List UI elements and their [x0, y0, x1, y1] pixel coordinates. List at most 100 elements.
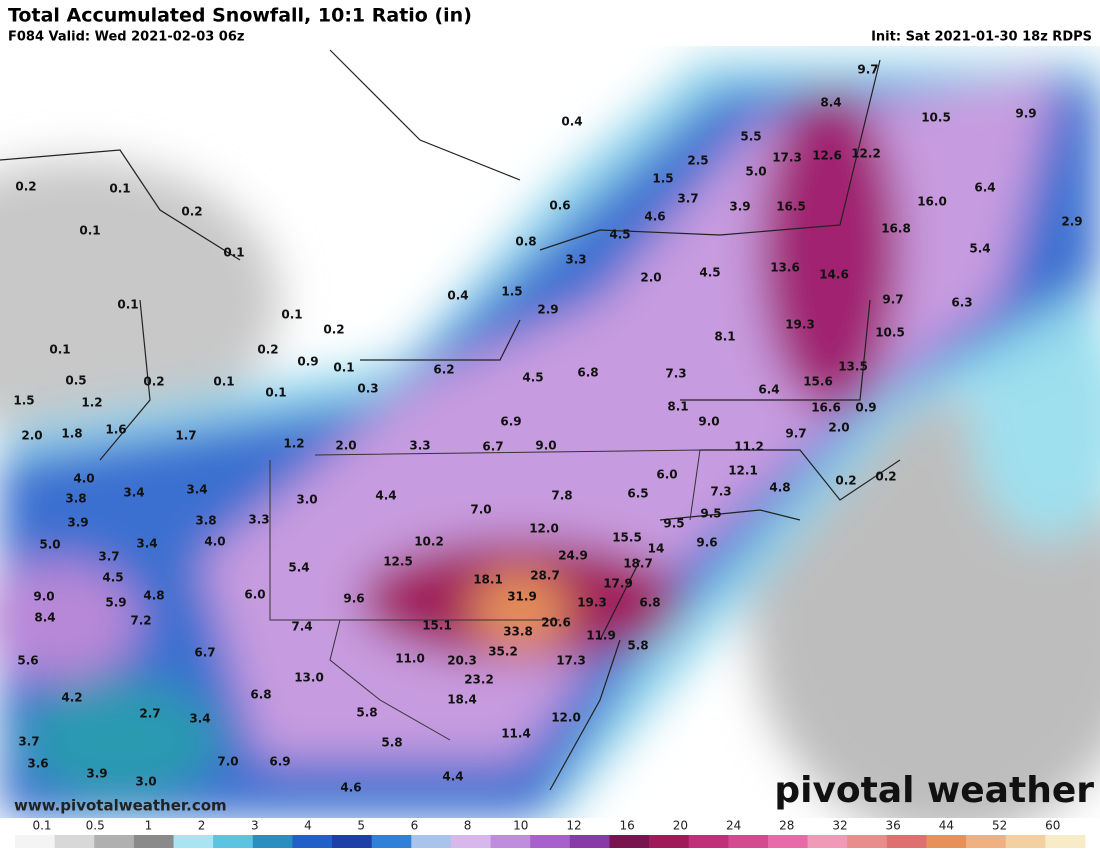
- snowfall-label: 0.9: [297, 355, 318, 369]
- snowfall-label: 11.4: [501, 727, 531, 741]
- legend-swatch: [450, 835, 492, 848]
- snowfall-label: 35.2: [488, 645, 518, 659]
- snowfall-label: 10.2: [414, 535, 444, 549]
- legend-swatch: [490, 835, 531, 848]
- snowfall-label: 12.0: [551, 711, 581, 725]
- snowfall-label: 9.7: [882, 293, 903, 307]
- legend-label: 5: [357, 819, 365, 833]
- legend-swatch: [688, 835, 729, 848]
- snowfall-label: 18.4: [447, 693, 477, 707]
- legend-swatch: [886, 835, 927, 848]
- snowfall-label: 6.7: [194, 646, 215, 660]
- legend-swatch: [133, 835, 175, 848]
- snowfall-label: 6.9: [269, 755, 290, 769]
- snowfall-label: 3.4: [186, 483, 207, 497]
- snowfall-label: 12.1: [728, 464, 758, 478]
- snowfall-label: 9.7: [785, 427, 806, 441]
- legend-label: 32: [832, 819, 847, 833]
- snowfall-label: 9.5: [700, 507, 721, 521]
- valid-time: F084 Valid: Wed 2021-02-03 06z: [8, 30, 244, 45]
- snowfall-label: 6.8: [577, 366, 598, 380]
- legend-label: 12: [566, 819, 581, 833]
- snowfall-label: 0.1: [213, 375, 234, 389]
- legend-swatch: [213, 835, 254, 848]
- snowfall-label: 10.5: [875, 326, 905, 340]
- legend-swatch: [15, 835, 56, 848]
- init-time: Init: Sat 2021-01-30 18z RDPS: [871, 30, 1092, 45]
- snowfall-label: 4.8: [769, 481, 790, 495]
- snowfall-label: 13.6: [770, 261, 800, 275]
- snowfall-label: 3.4: [123, 486, 144, 500]
- snowfall-label: 3.8: [65, 492, 86, 506]
- watermark-url: www.pivotalweather.com: [14, 797, 227, 815]
- snowfall-label: 1.6: [105, 423, 126, 437]
- snowfall-label: 5.8: [356, 706, 377, 720]
- snowfall-label: 7.0: [470, 503, 491, 517]
- snowfall-label: 3.0: [135, 775, 156, 789]
- snowfall-label: 2.9: [537, 303, 558, 317]
- color-legend: 0.1 0.5 1 2 3 4 5 6 8 10 12 16 20 24 28 32 36 44 52 60: [15, 819, 1086, 848]
- legend-label: 20: [673, 819, 688, 833]
- snowfall-label: 0.6: [549, 199, 570, 213]
- snowfall-label: 9.6: [343, 592, 364, 606]
- map: [0, 46, 1100, 818]
- snowfall-label: 4.2: [61, 691, 82, 705]
- legend-swatch: [609, 835, 650, 848]
- snowfall-label: 0.2: [835, 474, 856, 488]
- snowfall-label: 31.9: [507, 590, 537, 604]
- snowfall-label: 0.1: [281, 308, 302, 322]
- legend-label: 2: [198, 819, 206, 833]
- snowfall-label: 15.6: [803, 375, 833, 389]
- legend-swatch: [292, 835, 333, 848]
- legend-label: 0.1: [32, 819, 51, 833]
- snowfall-label: 15.1: [422, 619, 452, 633]
- legend-label: 60: [1045, 819, 1060, 833]
- snowfall-label: 5.8: [627, 639, 648, 653]
- snowfall-label: 5.0: [745, 165, 766, 179]
- snowfall-label: 7.0: [217, 755, 238, 769]
- snowfall-label: 0.5: [65, 374, 86, 388]
- snowfall-label: 12.6: [812, 149, 842, 163]
- snowfall-label: 4.5: [522, 371, 543, 385]
- legend-swatch: [926, 835, 967, 848]
- snowfall-label: 23.2: [464, 673, 494, 687]
- snowfall-label: 15.5: [612, 531, 642, 545]
- snowfall-label: 16.8: [881, 222, 911, 236]
- snowfall-label: 0.4: [561, 115, 582, 129]
- title: Total Accumulated Snowfall, 10:1 Ratio (…: [8, 5, 472, 27]
- snowfall-label: 0.2: [875, 470, 896, 484]
- legend-swatch: [411, 835, 452, 848]
- snowfall-label: 0.2: [323, 323, 344, 337]
- snowfall-label: 4.6: [644, 210, 665, 224]
- snowfall-label: 3.7: [18, 735, 39, 749]
- snowfall-label: 5.9: [105, 596, 126, 610]
- snowfall-label: 1.7: [175, 429, 196, 443]
- snowfall-label: 13.0: [294, 671, 324, 685]
- snowfall-label: 6.0: [244, 588, 265, 602]
- snowfall-label: 3.9: [67, 516, 88, 530]
- snowfall-label: 11.9: [586, 629, 616, 643]
- snowfall-label: 3.3: [409, 439, 430, 453]
- legend-swatch: [966, 835, 1007, 848]
- snowfall-label: 9.9: [1015, 107, 1036, 121]
- snowfall-label: 5.8: [381, 736, 402, 750]
- snowfall-label: 2.5: [687, 154, 708, 168]
- snowfall-label: 18.1: [473, 573, 503, 587]
- snowfall-label: 3.3: [248, 513, 269, 527]
- legend-swatch: [530, 835, 571, 848]
- snowfall-label: 20.3: [447, 654, 477, 668]
- snowfall-label: 5.4: [969, 242, 990, 256]
- snowfall-label: 3.9: [86, 767, 107, 781]
- legend-swatch: [649, 835, 690, 848]
- snowfall-label: 0.2: [181, 205, 202, 219]
- snowfall-labels: 0.2 0.1 0.2 0.1 0.1 0.1 0.1 0.5 0.2 0.1 0.1 0.1 0.2 0…: [13, 63, 1082, 795]
- snowfall-label: 8.4: [820, 96, 841, 110]
- snowfall-label: 3.7: [677, 192, 698, 206]
- snowfall-label: 16.6: [811, 401, 841, 415]
- snowfall-label: 4.0: [73, 472, 94, 486]
- snowfall-label: 5.4: [288, 561, 309, 575]
- snowfall-label: 0.2: [143, 375, 164, 389]
- snowfall-label: 8.1: [667, 400, 688, 414]
- snowfall-label: 5.5: [740, 130, 761, 144]
